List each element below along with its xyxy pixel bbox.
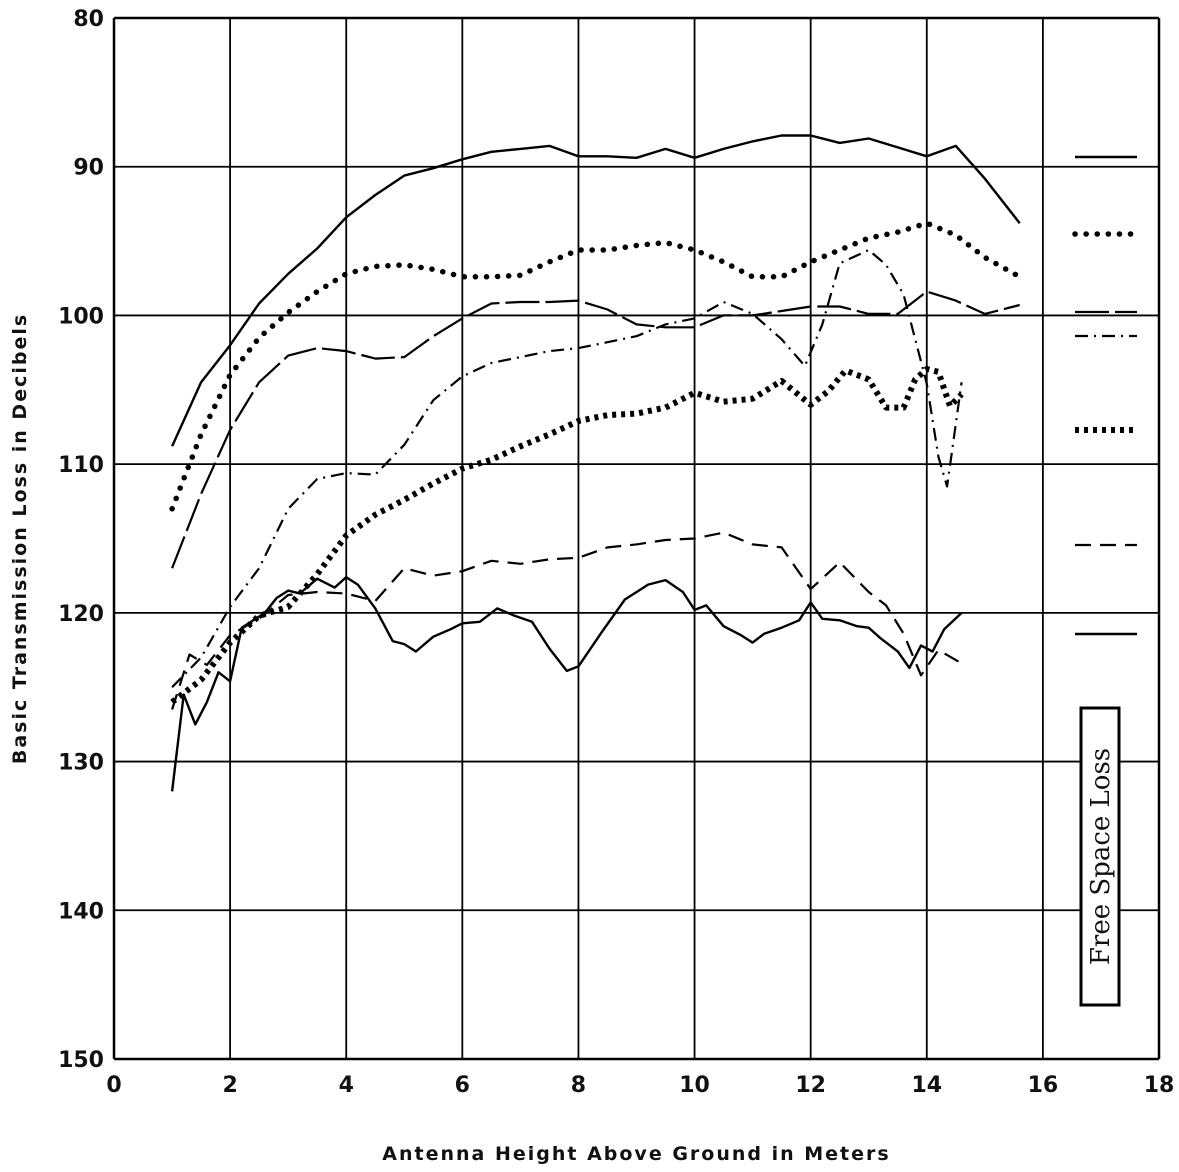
y-tick-label: 140 [58, 899, 104, 924]
x-tick-label: 6 [455, 1073, 470, 1098]
x-tick-label: 0 [106, 1073, 121, 1098]
x-tick-label: 8 [571, 1073, 586, 1098]
legend-label: Free Space Loss [1086, 748, 1116, 965]
series-line-4 [171, 248, 963, 688]
x-tick-label: 4 [339, 1073, 354, 1098]
series-line-5 [170, 366, 964, 705]
y-tick-label: 130 [58, 751, 104, 776]
series-line-2 [169, 220, 1023, 512]
series-line-3 [171, 290, 1020, 569]
x-tick-label: 10 [679, 1073, 710, 1098]
x-tick-label: 12 [795, 1073, 826, 1098]
x-tick-label: 18 [1144, 1073, 1175, 1098]
y-tick-label: 110 [58, 453, 104, 478]
y-tick-label: 90 [73, 156, 104, 181]
legend-box [1079, 706, 1121, 1007]
x-axis-label: Antenna Height Above Ground in Meters [382, 1143, 890, 1165]
x-tick-label: 14 [911, 1073, 942, 1098]
grid [112, 16, 1161, 1061]
y-tick-label: 120 [58, 602, 104, 627]
series-line-6 [171, 531, 963, 710]
y-axis-label: Basic Transmission Loss in Decibels [9, 313, 31, 764]
x-tick-label: 16 [1028, 1073, 1059, 1098]
y-tick-label: 80 [73, 7, 104, 32]
series-line-1 [171, 134, 1021, 447]
series-group [169, 134, 1023, 792]
legend: Free Space Loss [1072, 155, 1140, 1007]
x-tick-label: 2 [222, 1073, 237, 1098]
y-tick-label: 150 [58, 1048, 104, 1073]
tick-labels: 0 2 4 6 8 10 12 14 16 18 80 90 100 110 120 130 140 150 [58, 7, 1174, 1098]
y-tick-label: 100 [58, 304, 104, 329]
series-line-7 [170, 576, 963, 792]
